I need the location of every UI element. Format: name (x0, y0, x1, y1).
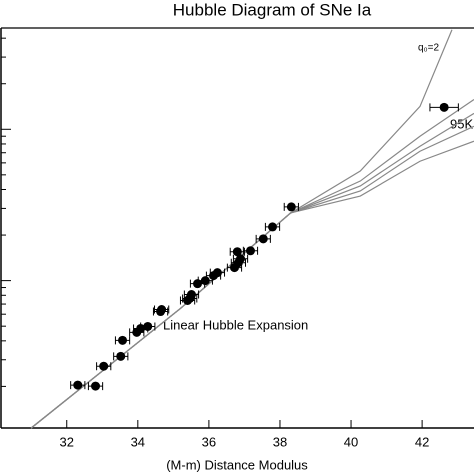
curve (30, 29, 453, 429)
x-tick-label: 36 (202, 434, 216, 449)
curve (30, 112, 474, 429)
point (91, 381, 101, 391)
point (118, 335, 128, 345)
point (116, 351, 126, 361)
chart-title: Hubble Diagram of SNe Ia (173, 0, 372, 19)
curve (30, 98, 474, 429)
point (268, 222, 278, 232)
point (212, 268, 222, 278)
curve (30, 140, 474, 429)
point (193, 279, 203, 289)
point (286, 202, 296, 212)
point (143, 321, 153, 331)
x-tick-label: 42 (415, 434, 429, 449)
x-axis-label: (M-m) Distance Modulus (166, 457, 308, 472)
point (157, 305, 167, 315)
curve-label: q₀=2 (418, 42, 440, 53)
point (439, 102, 449, 112)
annotation: 95K (450, 116, 473, 131)
point (99, 361, 109, 371)
x-tick-label: 40 (344, 434, 358, 449)
x-tick-label: 38 (273, 434, 287, 449)
x-tick-label: 34 (131, 434, 145, 449)
point (232, 247, 242, 257)
point (258, 234, 268, 244)
point (200, 276, 210, 286)
point (236, 254, 246, 264)
annotation: Linear Hubble Expansion (163, 317, 308, 332)
point (73, 380, 83, 390)
point (245, 246, 255, 256)
x-tick-label: 32 (60, 434, 74, 449)
point (186, 290, 196, 300)
